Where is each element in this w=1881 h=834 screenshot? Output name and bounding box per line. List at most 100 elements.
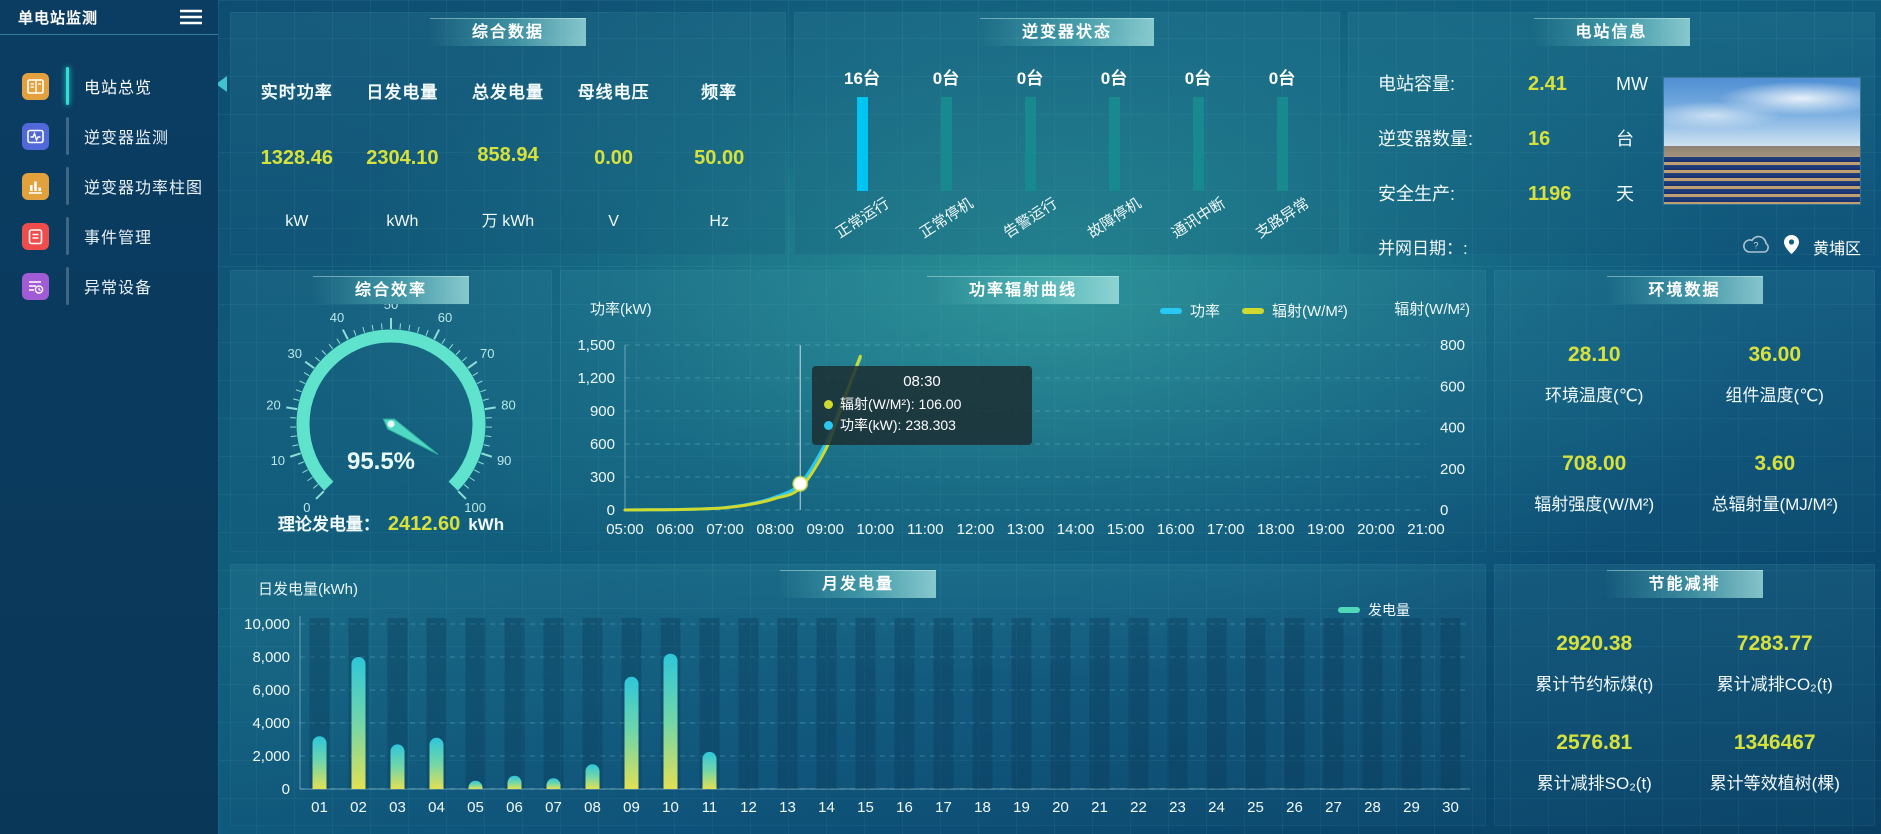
axis-label: 20 [266, 397, 280, 412]
gauge-tick [469, 476, 475, 482]
axis-label: 13:00 [1007, 521, 1045, 538]
axis-label: 05 [467, 799, 484, 816]
tooltip-series-dot [824, 421, 833, 430]
sidebar-item-3[interactable]: 逆变器功率柱图 [0, 161, 218, 211]
gauge-tick [295, 389, 302, 393]
bar-05 [468, 780, 483, 789]
axis-label: 19 [1013, 799, 1030, 816]
inverter-state-label: 正常运行 [832, 194, 893, 242]
metric-unit: V [608, 213, 619, 230]
sidebar-item-5[interactable]: 异常设备 [0, 261, 218, 311]
gauge-tick [474, 469, 480, 474]
sidebar-item-2[interactable]: 逆变器监测 [0, 111, 218, 161]
bar-shadow [465, 618, 486, 789]
station-row-unit: MW [1616, 74, 1648, 94]
axis-label: 21:00 [1407, 521, 1445, 538]
gauge-tick [286, 406, 298, 411]
bar-04 [429, 737, 444, 789]
axis-label: 18:00 [1257, 521, 1295, 538]
bar-02 [351, 657, 366, 789]
tooltip-series-dot [824, 400, 833, 409]
app-title: 单电站监测 [18, 9, 99, 27]
inverter-count: 0台 [1268, 69, 1296, 88]
metric-label: 累计节约标煤(t) [1535, 675, 1654, 694]
inverter-count: 16台 [844, 69, 880, 88]
gauge-tick [321, 350, 327, 356]
active-indicator [66, 67, 69, 105]
axis-label: 6,000 [252, 682, 290, 699]
abnormal-device-icon [22, 272, 49, 300]
panel-title-monthly: 月发电量 [779, 570, 937, 598]
axis-label: 16:00 [1157, 521, 1195, 538]
gauge-tick [441, 338, 446, 345]
axis-label: 04 [428, 799, 445, 816]
axis-label: 23 [1169, 799, 1186, 816]
location-pin-icon[interactable] [1783, 234, 1799, 259]
gauge-arc [296, 329, 486, 491]
gauge-tick [304, 360, 315, 369]
sidebar-item-4[interactable]: 事件管理 [0, 211, 218, 261]
bar-11 [702, 751, 717, 789]
metric-cell: 1346467 累计等效植树(棵) [1685, 713, 1866, 812]
axis-label: 日发电量(kWh) [258, 581, 358, 598]
summary-metric: 母线电压 0.00 V [561, 70, 667, 245]
bar-shadow [1167, 618, 1188, 789]
panel-station-info: 电站信息 电站容量: 2.41 MW 逆变器数量: 16 台安全生产: 1196 天 并网日期… [1348, 12, 1875, 258]
menu-toggle-icon[interactable] [180, 9, 202, 25]
gauge-tick [314, 356, 321, 362]
theoretical-generation-unit: kWh [468, 515, 505, 534]
monthly-generation-chart[interactable]: 日发电量(kWh) 10,000 8,000 6,000 4,000 2,000 0 01 02… [230, 564, 1486, 826]
inverter-state-label: 故障停机 [1084, 194, 1145, 242]
station-row-label: 电站容量: [1378, 74, 1456, 94]
axis-label: 26 [1286, 799, 1303, 816]
axis-label: 400 [1440, 420, 1465, 437]
axis-label: 50 [384, 304, 398, 312]
axis-label: 13 [779, 799, 796, 816]
collapse-left-arrow-icon[interactable] [216, 76, 227, 92]
axis-label: 09 [623, 799, 640, 816]
panel-summary-data: 综合数据 实时功率 1328.46 kW 日发电量 2304.10 kWh 总发电量 858.… [216, 12, 786, 255]
axis-label: 20 [1052, 799, 1069, 816]
bar-shadow [1284, 618, 1305, 789]
bar-shadow [855, 618, 876, 789]
metric-cell: 3.60 总辐射量(MJ/M²) [1685, 429, 1866, 538]
metric-label: 环境温度(℃) [1545, 386, 1644, 405]
tooltip-series-text: 辐射(W/M²): 106.00 [840, 396, 962, 412]
station-row-label: 逆变器数量: [1378, 129, 1474, 149]
inverter-status-chart: 16台 正常运行 0台 正常停机 0台 告警运行 0台 故障停机 0台 通讯中断 0台 支路异常 [820, 64, 1324, 249]
inverter-power-bars-icon [22, 172, 49, 200]
sidebar-item-1[interactable]: 电站总览 [0, 61, 218, 111]
bar-shadow [504, 618, 525, 789]
legend-marker[interactable] [1160, 308, 1182, 314]
station-row-label: 安全生产: [1378, 184, 1456, 204]
metric-value: 708.00 [1562, 452, 1627, 475]
weather-cloud-icon[interactable]: ? [1743, 235, 1770, 259]
axis-label: 12 [740, 799, 757, 816]
legend-marker[interactable] [1242, 308, 1264, 314]
inverter-state-label: 正常停机 [916, 194, 977, 242]
legend-marker[interactable] [1338, 607, 1360, 613]
axis-label: 14 [818, 799, 835, 816]
gauge-tick [307, 476, 313, 482]
station-row-unit: 台 [1616, 129, 1634, 149]
theoretical-generation-value: 2412.60 [387, 513, 461, 535]
axis-label: 15:00 [1107, 521, 1145, 538]
panel-title-inverter-status: 逆变器状态 [979, 18, 1155, 46]
axis-label: 22 [1130, 799, 1147, 816]
power-radiation-chart[interactable]: 功率(kW) 辐射(W/M²) 1,500 1,200 900 600 300 0 800 600… [560, 270, 1486, 552]
inverter-bar [940, 97, 952, 191]
axis-label: 09:00 [806, 521, 844, 538]
metric-label: 母线电压 [577, 83, 650, 102]
gauge-tick [341, 329, 349, 340]
summary-metrics: 实时功率 1328.46 kW 日发电量 2304.10 kWh 总发电量 858.94 万 k… [244, 70, 772, 245]
inverter-count: 0台 [1184, 69, 1212, 88]
panel-title-efficiency: 综合效率 [312, 276, 470, 304]
station-row-value: 1196 [1528, 183, 1572, 205]
gauge-tick [480, 389, 487, 393]
axis-label: 10 [271, 453, 285, 468]
station-info-row: 逆变器数量: 16 台 [1378, 125, 1668, 180]
gauge-tick [457, 490, 467, 500]
active-indicator [66, 267, 69, 305]
axis-label: 40 [330, 310, 344, 325]
bar-shadow [777, 618, 798, 789]
